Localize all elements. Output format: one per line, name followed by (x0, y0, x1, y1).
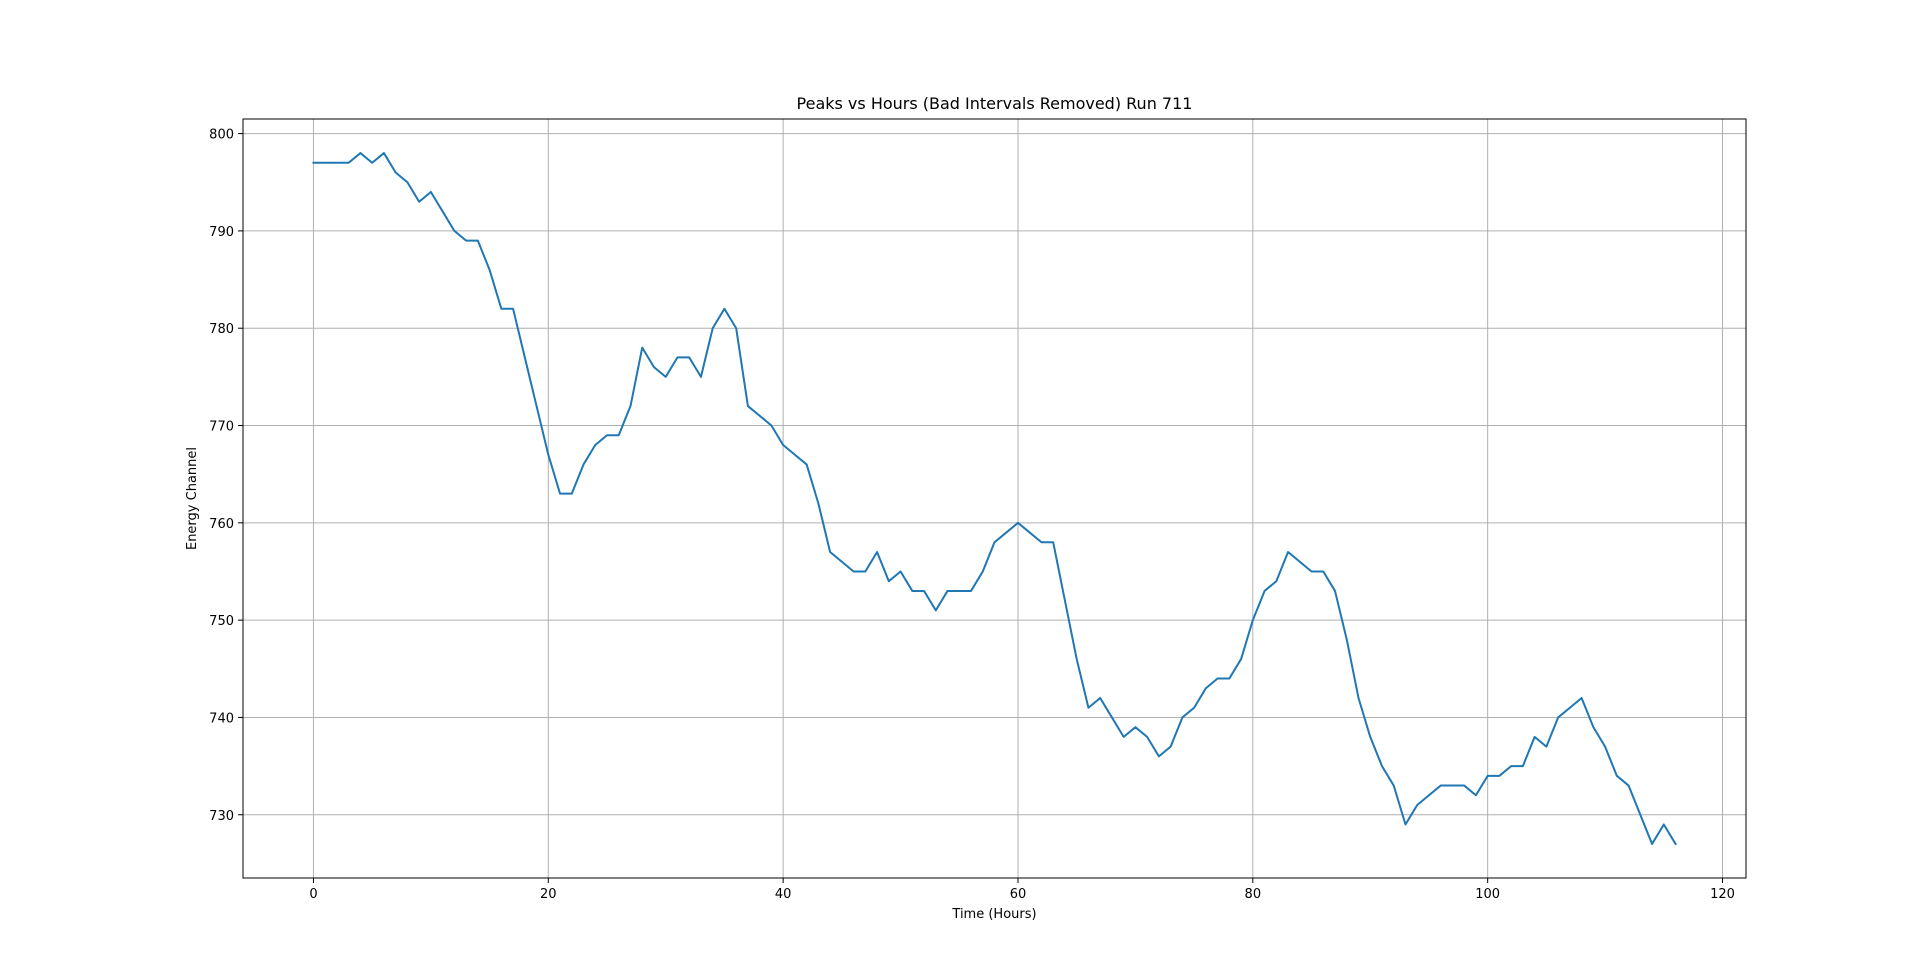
x-tick-label: 0 (309, 887, 317, 902)
y-tick-label: 800 (209, 128, 234, 143)
x-tick-label: 100 (1475, 887, 1500, 902)
y-axis-label: Energy Channel (185, 447, 200, 550)
plot-area-frame (242, 118, 1747, 879)
grid-layer (243, 119, 1746, 878)
x-tick-label: 120 (1710, 887, 1735, 902)
y-tick-label: 750 (209, 614, 234, 629)
y-tick-label: 760 (209, 517, 234, 532)
y-tick-label: 740 (209, 711, 234, 726)
chart-title: Peaks vs Hours (Bad Intervals Removed) R… (797, 94, 1193, 113)
x-axis-label: Time (Hours) (951, 907, 1036, 922)
series-layer (312, 152, 1677, 846)
x-tick-label: 60 (1010, 887, 1027, 902)
x-tick-label: 20 (540, 887, 557, 902)
tick-layer: 0 20 40 60 80 100 120 730 740 750 760 770 780 790 800 (209, 128, 1735, 902)
series-line (312, 152, 1677, 846)
x-tick-label: 80 (1245, 887, 1262, 902)
y-tick-label: 780 (209, 322, 234, 337)
x-tick-label: 40 (775, 887, 792, 902)
y-tick-label: 770 (209, 420, 234, 435)
y-tick-label: 790 (209, 225, 234, 240)
y-tick-label: 730 (209, 809, 234, 824)
